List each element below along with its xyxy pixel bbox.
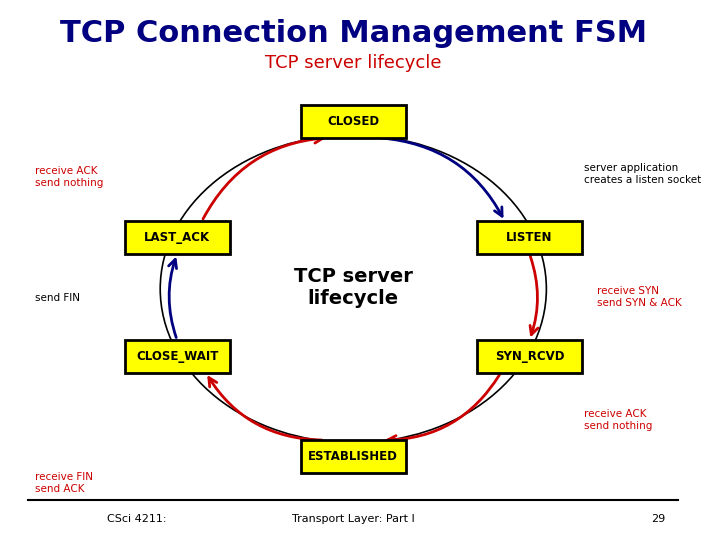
Text: send FIN: send FIN xyxy=(35,293,80,303)
Text: TCP Connection Management FSM: TCP Connection Management FSM xyxy=(60,19,647,48)
FancyBboxPatch shape xyxy=(301,105,406,138)
Text: server application
creates a listen socket: server application creates a listen sock… xyxy=(584,163,701,185)
Text: ESTABLISHED: ESTABLISHED xyxy=(308,450,398,463)
Text: TCP server lifecycle: TCP server lifecycle xyxy=(265,54,441,72)
FancyBboxPatch shape xyxy=(477,340,582,373)
FancyBboxPatch shape xyxy=(125,340,230,373)
Text: 29: 29 xyxy=(651,515,665,524)
FancyBboxPatch shape xyxy=(125,221,230,254)
FancyBboxPatch shape xyxy=(301,440,406,472)
Text: SYN_RCVD: SYN_RCVD xyxy=(495,350,564,363)
FancyBboxPatch shape xyxy=(477,221,582,254)
Text: receive FIN
send ACK: receive FIN send ACK xyxy=(35,472,93,494)
Text: CLOSE_WAIT: CLOSE_WAIT xyxy=(136,350,218,363)
Text: LISTEN: LISTEN xyxy=(506,231,553,244)
Text: TCP server
lifecycle: TCP server lifecycle xyxy=(294,267,413,308)
Text: receive ACK
send nothing: receive ACK send nothing xyxy=(35,166,103,188)
Text: LAST_ACK: LAST_ACK xyxy=(144,231,210,244)
Text: CSci 4211:: CSci 4211: xyxy=(107,515,166,524)
Text: receive ACK
send nothing: receive ACK send nothing xyxy=(584,409,652,431)
Text: Transport Layer: Part I: Transport Layer: Part I xyxy=(292,515,415,524)
Text: receive SYN
send SYN & ACK: receive SYN send SYN & ACK xyxy=(597,286,682,308)
Text: CLOSED: CLOSED xyxy=(327,115,379,128)
